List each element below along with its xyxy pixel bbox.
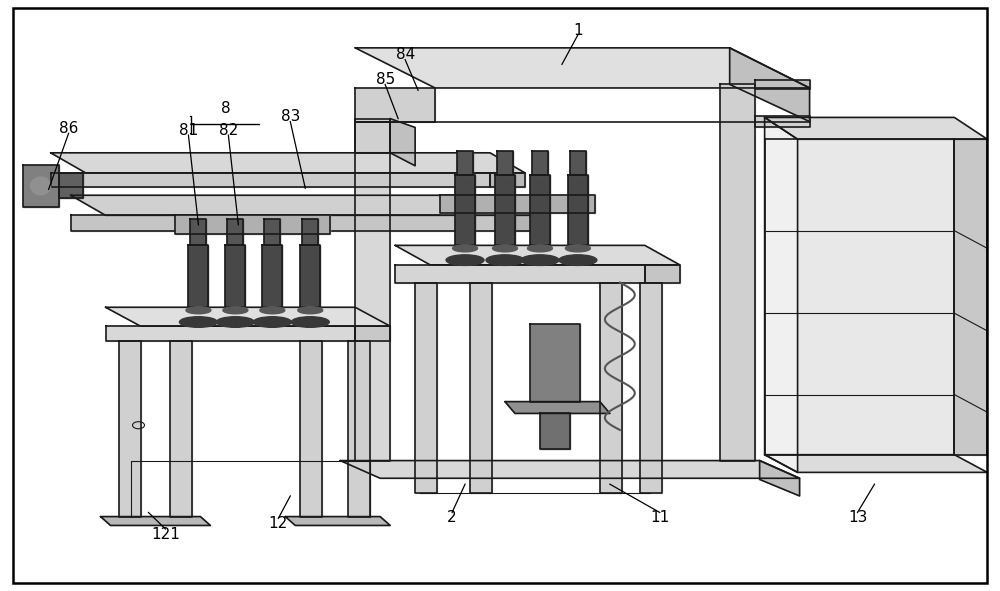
Polygon shape <box>765 139 954 454</box>
Polygon shape <box>457 151 473 174</box>
Text: 84: 84 <box>396 47 415 63</box>
Polygon shape <box>51 173 490 187</box>
Text: 8: 8 <box>221 100 230 115</box>
Polygon shape <box>106 307 390 326</box>
Ellipse shape <box>31 177 51 194</box>
Polygon shape <box>645 265 680 282</box>
Polygon shape <box>355 119 390 153</box>
Text: 13: 13 <box>848 509 867 525</box>
Ellipse shape <box>223 307 248 314</box>
Text: 86: 86 <box>59 121 78 135</box>
Polygon shape <box>600 282 622 493</box>
Text: 83: 83 <box>281 109 300 124</box>
Polygon shape <box>59 173 83 198</box>
Text: 2: 2 <box>447 509 457 525</box>
Polygon shape <box>765 118 798 472</box>
Ellipse shape <box>179 317 217 327</box>
Polygon shape <box>497 151 513 174</box>
Polygon shape <box>765 454 987 472</box>
Polygon shape <box>532 151 548 174</box>
Text: 12: 12 <box>269 515 288 531</box>
Polygon shape <box>440 195 595 213</box>
Polygon shape <box>355 88 435 122</box>
Polygon shape <box>302 219 318 245</box>
Polygon shape <box>51 153 525 173</box>
Polygon shape <box>119 342 140 517</box>
Polygon shape <box>570 151 586 174</box>
Polygon shape <box>340 460 800 478</box>
Polygon shape <box>285 517 390 525</box>
Polygon shape <box>954 139 987 454</box>
Ellipse shape <box>527 245 552 252</box>
Polygon shape <box>227 219 243 245</box>
Polygon shape <box>188 245 208 307</box>
Polygon shape <box>106 326 355 342</box>
Polygon shape <box>355 122 390 460</box>
Ellipse shape <box>559 255 597 265</box>
Polygon shape <box>540 414 570 449</box>
Polygon shape <box>190 219 206 245</box>
Text: 121: 121 <box>151 527 180 542</box>
Polygon shape <box>175 215 330 233</box>
Polygon shape <box>170 342 192 517</box>
Ellipse shape <box>486 255 524 265</box>
Ellipse shape <box>298 307 323 314</box>
Ellipse shape <box>453 245 478 252</box>
Polygon shape <box>101 517 210 525</box>
Polygon shape <box>23 165 59 207</box>
Polygon shape <box>395 265 645 282</box>
Polygon shape <box>755 116 810 128</box>
Ellipse shape <box>565 245 590 252</box>
Polygon shape <box>300 245 320 307</box>
Text: 85: 85 <box>376 72 395 87</box>
Polygon shape <box>300 342 322 517</box>
Polygon shape <box>71 195 545 215</box>
Ellipse shape <box>186 307 211 314</box>
Polygon shape <box>395 245 680 265</box>
Polygon shape <box>495 174 515 245</box>
Ellipse shape <box>446 255 484 265</box>
Polygon shape <box>640 282 662 493</box>
Polygon shape <box>262 245 282 307</box>
Polygon shape <box>530 324 580 402</box>
Polygon shape <box>348 342 370 517</box>
Polygon shape <box>355 326 390 342</box>
Polygon shape <box>355 48 810 88</box>
Polygon shape <box>415 282 437 493</box>
Polygon shape <box>568 174 588 245</box>
Polygon shape <box>264 219 280 245</box>
Polygon shape <box>505 402 610 414</box>
Polygon shape <box>510 215 545 230</box>
Polygon shape <box>490 173 525 187</box>
Polygon shape <box>765 118 987 139</box>
Text: 11: 11 <box>650 509 669 525</box>
Ellipse shape <box>216 317 254 327</box>
Ellipse shape <box>260 307 285 314</box>
Polygon shape <box>720 85 755 460</box>
Ellipse shape <box>291 317 329 327</box>
Text: 1: 1 <box>573 22 583 38</box>
Polygon shape <box>225 245 245 307</box>
Polygon shape <box>730 48 810 122</box>
Ellipse shape <box>521 255 559 265</box>
Polygon shape <box>470 282 492 493</box>
Polygon shape <box>530 174 550 245</box>
Polygon shape <box>760 460 800 496</box>
Ellipse shape <box>253 317 291 327</box>
Polygon shape <box>71 215 510 230</box>
Text: 82: 82 <box>219 123 238 138</box>
Text: 81: 81 <box>179 123 198 138</box>
Polygon shape <box>390 119 415 166</box>
Polygon shape <box>755 80 810 89</box>
Ellipse shape <box>493 245 517 252</box>
Polygon shape <box>455 174 475 245</box>
